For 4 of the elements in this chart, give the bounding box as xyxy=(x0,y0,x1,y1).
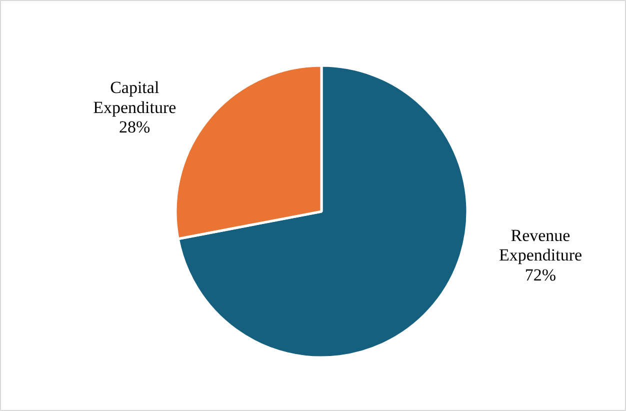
data-label: 72% xyxy=(524,266,556,285)
data-label: 28% xyxy=(119,118,150,137)
slice-label: Revenue Expenditure xyxy=(498,226,582,265)
slice-label: Capital Expenditure xyxy=(93,78,176,117)
